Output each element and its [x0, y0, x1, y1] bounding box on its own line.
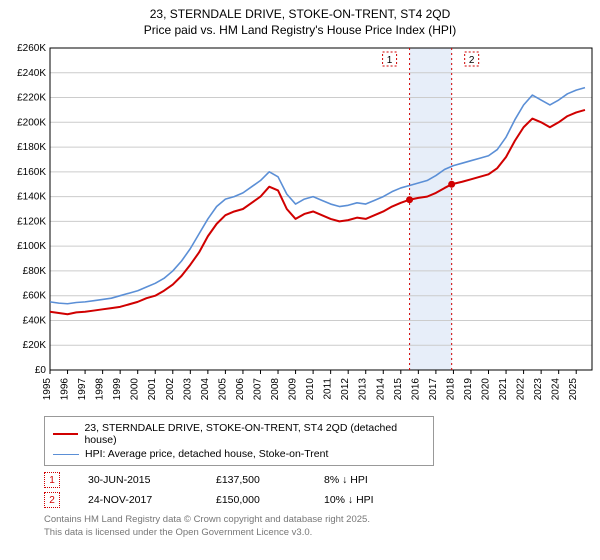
svg-text:2023: 2023 — [533, 378, 544, 401]
chart-svg: £0 £20K £40K £60K £80K £100K £120K £140K £160K £1… — [0, 40, 600, 410]
marker-table: 1 30-JUN-2015 £137,500 8% ↓ HPI 2 24-NOV-2017… — [44, 470, 590, 510]
svg-text:£20K: £20K — [23, 341, 47, 352]
svg-text:£180K: £180K — [17, 142, 46, 153]
svg-text:1999: 1999 — [112, 378, 123, 401]
svg-text:1996: 1996 — [60, 378, 71, 401]
marker-price: £137,500 — [216, 474, 296, 486]
footer: Contains HM Land Registry data © Crown c… — [44, 514, 590, 539]
svg-text:2017: 2017 — [428, 378, 439, 401]
marker-badge: 2 — [44, 492, 60, 508]
legend: 23, STERNDALE DRIVE, STOKE-ON-TRENT, ST4… — [44, 416, 434, 466]
legend-row: 23, STERNDALE DRIVE, STOKE-ON-TRENT, ST4… — [53, 421, 425, 447]
svg-text:£80K: £80K — [23, 266, 47, 277]
svg-text:2014: 2014 — [375, 378, 386, 401]
title-block: 23, STERNDALE DRIVE, STOKE-ON-TRENT, ST4… — [0, 0, 600, 40]
marker-row: 2 24-NOV-2017 £150,000 10% ↓ HPI — [44, 490, 590, 510]
svg-text:2005: 2005 — [217, 378, 228, 401]
svg-text:£140K: £140K — [17, 192, 46, 203]
svg-text:2016: 2016 — [410, 378, 421, 401]
svg-text:£240K: £240K — [17, 68, 46, 79]
footer-line-2: This data is licensed under the Open Gov… — [44, 527, 590, 539]
marker-date: 24-NOV-2017 — [88, 494, 188, 506]
marker-price: £150,000 — [216, 494, 296, 506]
svg-text:1: 1 — [387, 55, 393, 66]
title-line-2: Price paid vs. HM Land Registry's House … — [0, 22, 600, 38]
marker-delta: 10% ↓ HPI — [324, 494, 414, 506]
svg-text:2015: 2015 — [393, 378, 404, 401]
legend-row: HPI: Average price, detached house, Stok… — [53, 447, 425, 461]
svg-text:£120K: £120K — [17, 217, 46, 228]
svg-text:2011: 2011 — [323, 378, 334, 400]
svg-text:2001: 2001 — [147, 378, 158, 401]
svg-text:1998: 1998 — [95, 378, 106, 401]
svg-text:2007: 2007 — [252, 378, 263, 401]
svg-text:2019: 2019 — [463, 378, 474, 401]
legend-swatch — [53, 454, 79, 455]
svg-text:2022: 2022 — [516, 378, 527, 401]
svg-text:2: 2 — [469, 55, 475, 66]
svg-text:2004: 2004 — [200, 378, 211, 401]
svg-text:2020: 2020 — [481, 378, 492, 401]
svg-text:£260K: £260K — [17, 43, 46, 54]
svg-text:2012: 2012 — [340, 378, 351, 401]
marker-delta: 8% ↓ HPI — [324, 474, 414, 486]
svg-text:2009: 2009 — [288, 378, 299, 401]
svg-text:2021: 2021 — [498, 378, 509, 401]
svg-text:£0: £0 — [35, 365, 47, 376]
svg-text:2006: 2006 — [235, 378, 246, 401]
legend-swatch — [53, 433, 78, 435]
chart-container: 23, STERNDALE DRIVE, STOKE-ON-TRENT, ST4… — [0, 0, 600, 539]
svg-text:£100K: £100K — [17, 242, 46, 253]
marker-row: 1 30-JUN-2015 £137,500 8% ↓ HPI — [44, 470, 590, 490]
legend-label: HPI: Average price, detached house, Stok… — [85, 448, 328, 460]
marker-date: 30-JUN-2015 — [88, 474, 188, 486]
svg-text:£40K: £40K — [23, 316, 47, 327]
svg-text:2003: 2003 — [182, 378, 193, 401]
chart: £0 £20K £40K £60K £80K £100K £120K £140K £160K £1… — [0, 40, 600, 410]
svg-text:2025: 2025 — [568, 378, 579, 401]
svg-text:2000: 2000 — [130, 378, 141, 401]
legend-label: 23, STERNDALE DRIVE, STOKE-ON-TRENT, ST4… — [84, 422, 425, 446]
svg-text:£200K: £200K — [17, 118, 46, 129]
svg-text:£220K: £220K — [17, 93, 46, 104]
svg-text:2002: 2002 — [165, 378, 176, 401]
svg-text:2008: 2008 — [270, 378, 281, 401]
svg-text:1995: 1995 — [42, 378, 53, 401]
svg-text:£160K: £160K — [17, 167, 46, 178]
svg-text:1997: 1997 — [77, 378, 88, 401]
svg-text:2024: 2024 — [551, 378, 562, 401]
title-line-1: 23, STERNDALE DRIVE, STOKE-ON-TRENT, ST4… — [0, 6, 600, 22]
svg-text:2013: 2013 — [358, 378, 369, 401]
svg-text:£60K: £60K — [23, 291, 47, 302]
footer-line-1: Contains HM Land Registry data © Crown c… — [44, 514, 590, 526]
svg-text:2018: 2018 — [445, 378, 456, 401]
svg-text:2010: 2010 — [305, 378, 316, 401]
marker-badge: 1 — [44, 472, 60, 488]
